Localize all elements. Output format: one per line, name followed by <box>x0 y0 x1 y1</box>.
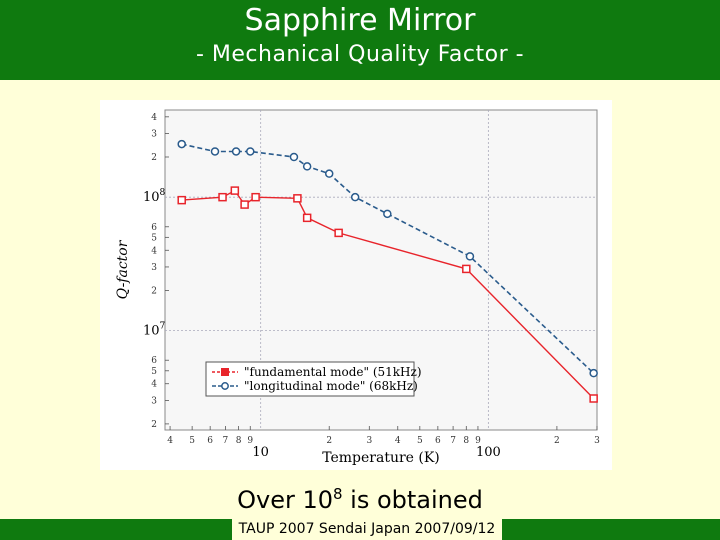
x-minor-tick-label: 7 <box>450 436 456 446</box>
x-minor-tick-label: 6 <box>207 436 213 446</box>
legend-marker-circle <box>221 382 229 390</box>
x-major-tick-label: 100 <box>476 445 501 460</box>
data-point-longitudinal <box>383 209 392 219</box>
data-point-longitudinal <box>210 147 220 156</box>
y-major-tick-label: 107 <box>143 322 166 339</box>
x-minor-tick-label: 2 <box>554 436 560 446</box>
y-axis-title: Q-factor <box>115 239 131 299</box>
x-minor-tick-label: 9 <box>247 436 253 446</box>
title-bar: Sapphire Mirror - Mechanical Quality Fac… <box>0 0 720 80</box>
data-point-longitudinal <box>350 192 360 202</box>
x-minor-tick-label: 6 <box>435 436 441 446</box>
x-minor-tick-label: 4 <box>395 436 401 446</box>
x-minor-tick-label: 9 <box>475 436 481 446</box>
data-point-fundamental <box>302 213 312 223</box>
caption: Over 108 is obtained <box>0 478 720 516</box>
caption-exponent: 8 <box>333 485 343 503</box>
data-point-fundamental <box>462 264 471 274</box>
footer-text: TAUP 2007 Sendai Japan 2007/09/12 <box>232 519 502 540</box>
caption-prefix: Over 10 <box>237 486 333 514</box>
x-minor-tick-label: 3 <box>594 436 600 446</box>
data-point-fundamental <box>589 394 598 403</box>
y-minor-tick-label: 2 <box>151 420 157 430</box>
y-minor-tick-label: 4 <box>151 380 157 390</box>
y-minor-tick-label: 6 <box>151 223 157 233</box>
slide-title: Sapphire Mirror <box>244 3 476 38</box>
legend-marker-square <box>221 368 229 376</box>
data-point-fundamental <box>293 194 302 203</box>
data-point-fundamental <box>177 195 186 205</box>
y-minor-tick-label: 5 <box>151 233 157 243</box>
data-point-longitudinal <box>177 139 186 149</box>
y-minor-tick-label: 2 <box>151 153 157 163</box>
y-minor-tick-label: 3 <box>151 129 157 139</box>
y-minor-tick-label: 4 <box>151 113 157 123</box>
data-point-longitudinal <box>302 162 312 171</box>
data-point-longitudinal <box>465 252 475 261</box>
x-minor-tick-label: 5 <box>417 436 423 446</box>
data-point-longitudinal <box>324 169 334 178</box>
data-point-longitudinal <box>231 147 241 156</box>
data-point-longitudinal <box>589 368 598 378</box>
y-minor-tick-label: 2 <box>151 286 157 296</box>
data-point-longitudinal <box>289 152 299 162</box>
plot-card: 107 108 10 100 2 3 4 5 6 2 3 4 5 6 2 3 4 4 5 6 7 8 9 2 3 4 5 6 7 8 9 2 3… <box>100 100 612 470</box>
x-major-tick-label: 10 <box>252 445 269 460</box>
data-point-fundamental <box>240 200 249 209</box>
data-point-fundamental <box>218 192 227 202</box>
x-minor-tick-label: 3 <box>366 436 372 446</box>
y-minor-tick-label: 3 <box>151 396 157 406</box>
x-minor-tick-label: 8 <box>463 436 469 446</box>
x-minor-tick-label: 7 <box>223 436 229 446</box>
x-minor-tick-label: 4 <box>167 436 173 446</box>
x-minor-tick-label: 5 <box>189 436 195 446</box>
data-point-fundamental <box>334 228 343 238</box>
slide-subtitle: - Mechanical Quality Factor - <box>195 42 525 67</box>
data-point-fundamental <box>251 192 260 202</box>
y-minor-tick-label: 4 <box>151 246 157 256</box>
caption-suffix: is obtained <box>342 486 483 514</box>
x-axis-title: Temperature (K) <box>322 450 440 466</box>
data-point-longitudinal <box>246 147 255 156</box>
y-major-tick-label: 108 <box>143 188 166 205</box>
y-minor-tick-label: 3 <box>151 263 157 273</box>
legend-entry-label: "fundamental mode" (51kHz) <box>244 365 422 379</box>
series-line-fundamental <box>181 189 595 399</box>
legend-box <box>205 361 415 397</box>
x-minor-tick-label: 8 <box>236 436 242 446</box>
footer-bar: TAUP 2007 Sendai Japan 2007/09/12 <box>0 519 720 540</box>
y-minor-tick-label: 5 <box>151 367 157 377</box>
data-point-fundamental <box>230 186 240 195</box>
y-minor-tick-label: 6 <box>151 356 157 366</box>
legend-entry-label: "longitudinal mode" (68kHz) <box>244 379 418 393</box>
x-minor-tick-label: 2 <box>326 436 332 446</box>
